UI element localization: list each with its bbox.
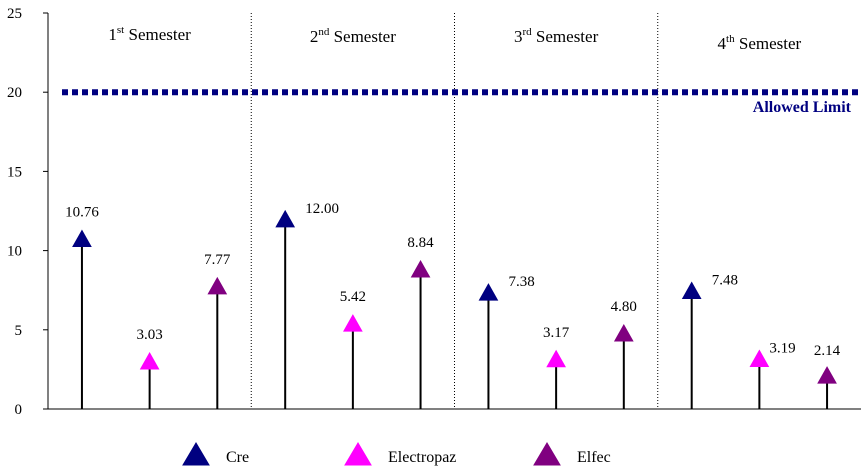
allowed-limit-line-group: Allowed Limit	[62, 92, 861, 116]
stem-marker	[683, 283, 701, 299]
stem-marker	[750, 350, 768, 366]
stem-marker	[73, 231, 91, 247]
value-label: 7.38	[508, 274, 534, 290]
legend-marker	[534, 443, 560, 465]
section-label: 1st Semester	[108, 24, 191, 44]
value-label: 2.14	[814, 343, 841, 359]
chart-axes: 0 5 10 15 20 25	[7, 6, 861, 418]
section-label: 2nd Semester	[310, 26, 396, 46]
value-label: 5.42	[340, 289, 366, 305]
stem-marker	[276, 211, 294, 227]
stem-marker	[412, 261, 430, 277]
stem-marker	[344, 315, 362, 331]
legend-label: Electropaz	[388, 449, 456, 466]
section-label: 4th Semester	[718, 33, 802, 53]
value-label: 10.76	[65, 205, 99, 221]
section-label: 3rd Semester	[514, 26, 599, 46]
chart-legend: Cre Electropaz Elfec	[183, 443, 611, 466]
value-label: 3.03	[137, 327, 163, 343]
value-label: 4.80	[611, 299, 637, 315]
data-stems: 10.76 3.03 7.77 12.00 5.42 8.84 7.38 3.17 4.80 7.…	[65, 201, 841, 409]
value-label: 8.84	[407, 235, 434, 251]
y-tick-label: 20	[7, 85, 22, 101]
stem-marker	[479, 284, 497, 300]
legend-label: Elfec	[577, 449, 611, 466]
stem-marker	[547, 351, 565, 367]
stem-marker	[615, 325, 633, 341]
y-tick-label: 25	[7, 6, 22, 22]
value-label: 3.17	[543, 325, 570, 341]
value-label: 7.77	[204, 252, 231, 268]
y-tick-label: 0	[15, 402, 23, 418]
y-tick-label: 15	[7, 164, 22, 180]
legend-marker	[183, 443, 209, 465]
value-label: 7.48	[712, 273, 738, 289]
stem-marker	[818, 367, 836, 383]
legend-label: Cre	[226, 449, 249, 466]
value-label: 12.00	[305, 201, 339, 217]
y-tick-label: 5	[15, 323, 23, 339]
y-tick-label: 10	[7, 244, 22, 260]
stem-marker	[141, 353, 159, 369]
value-label: 3.19	[769, 340, 795, 356]
legend-marker	[345, 443, 371, 465]
stem-marker	[208, 278, 226, 294]
allowed-limit-label: Allowed Limit	[753, 99, 852, 116]
